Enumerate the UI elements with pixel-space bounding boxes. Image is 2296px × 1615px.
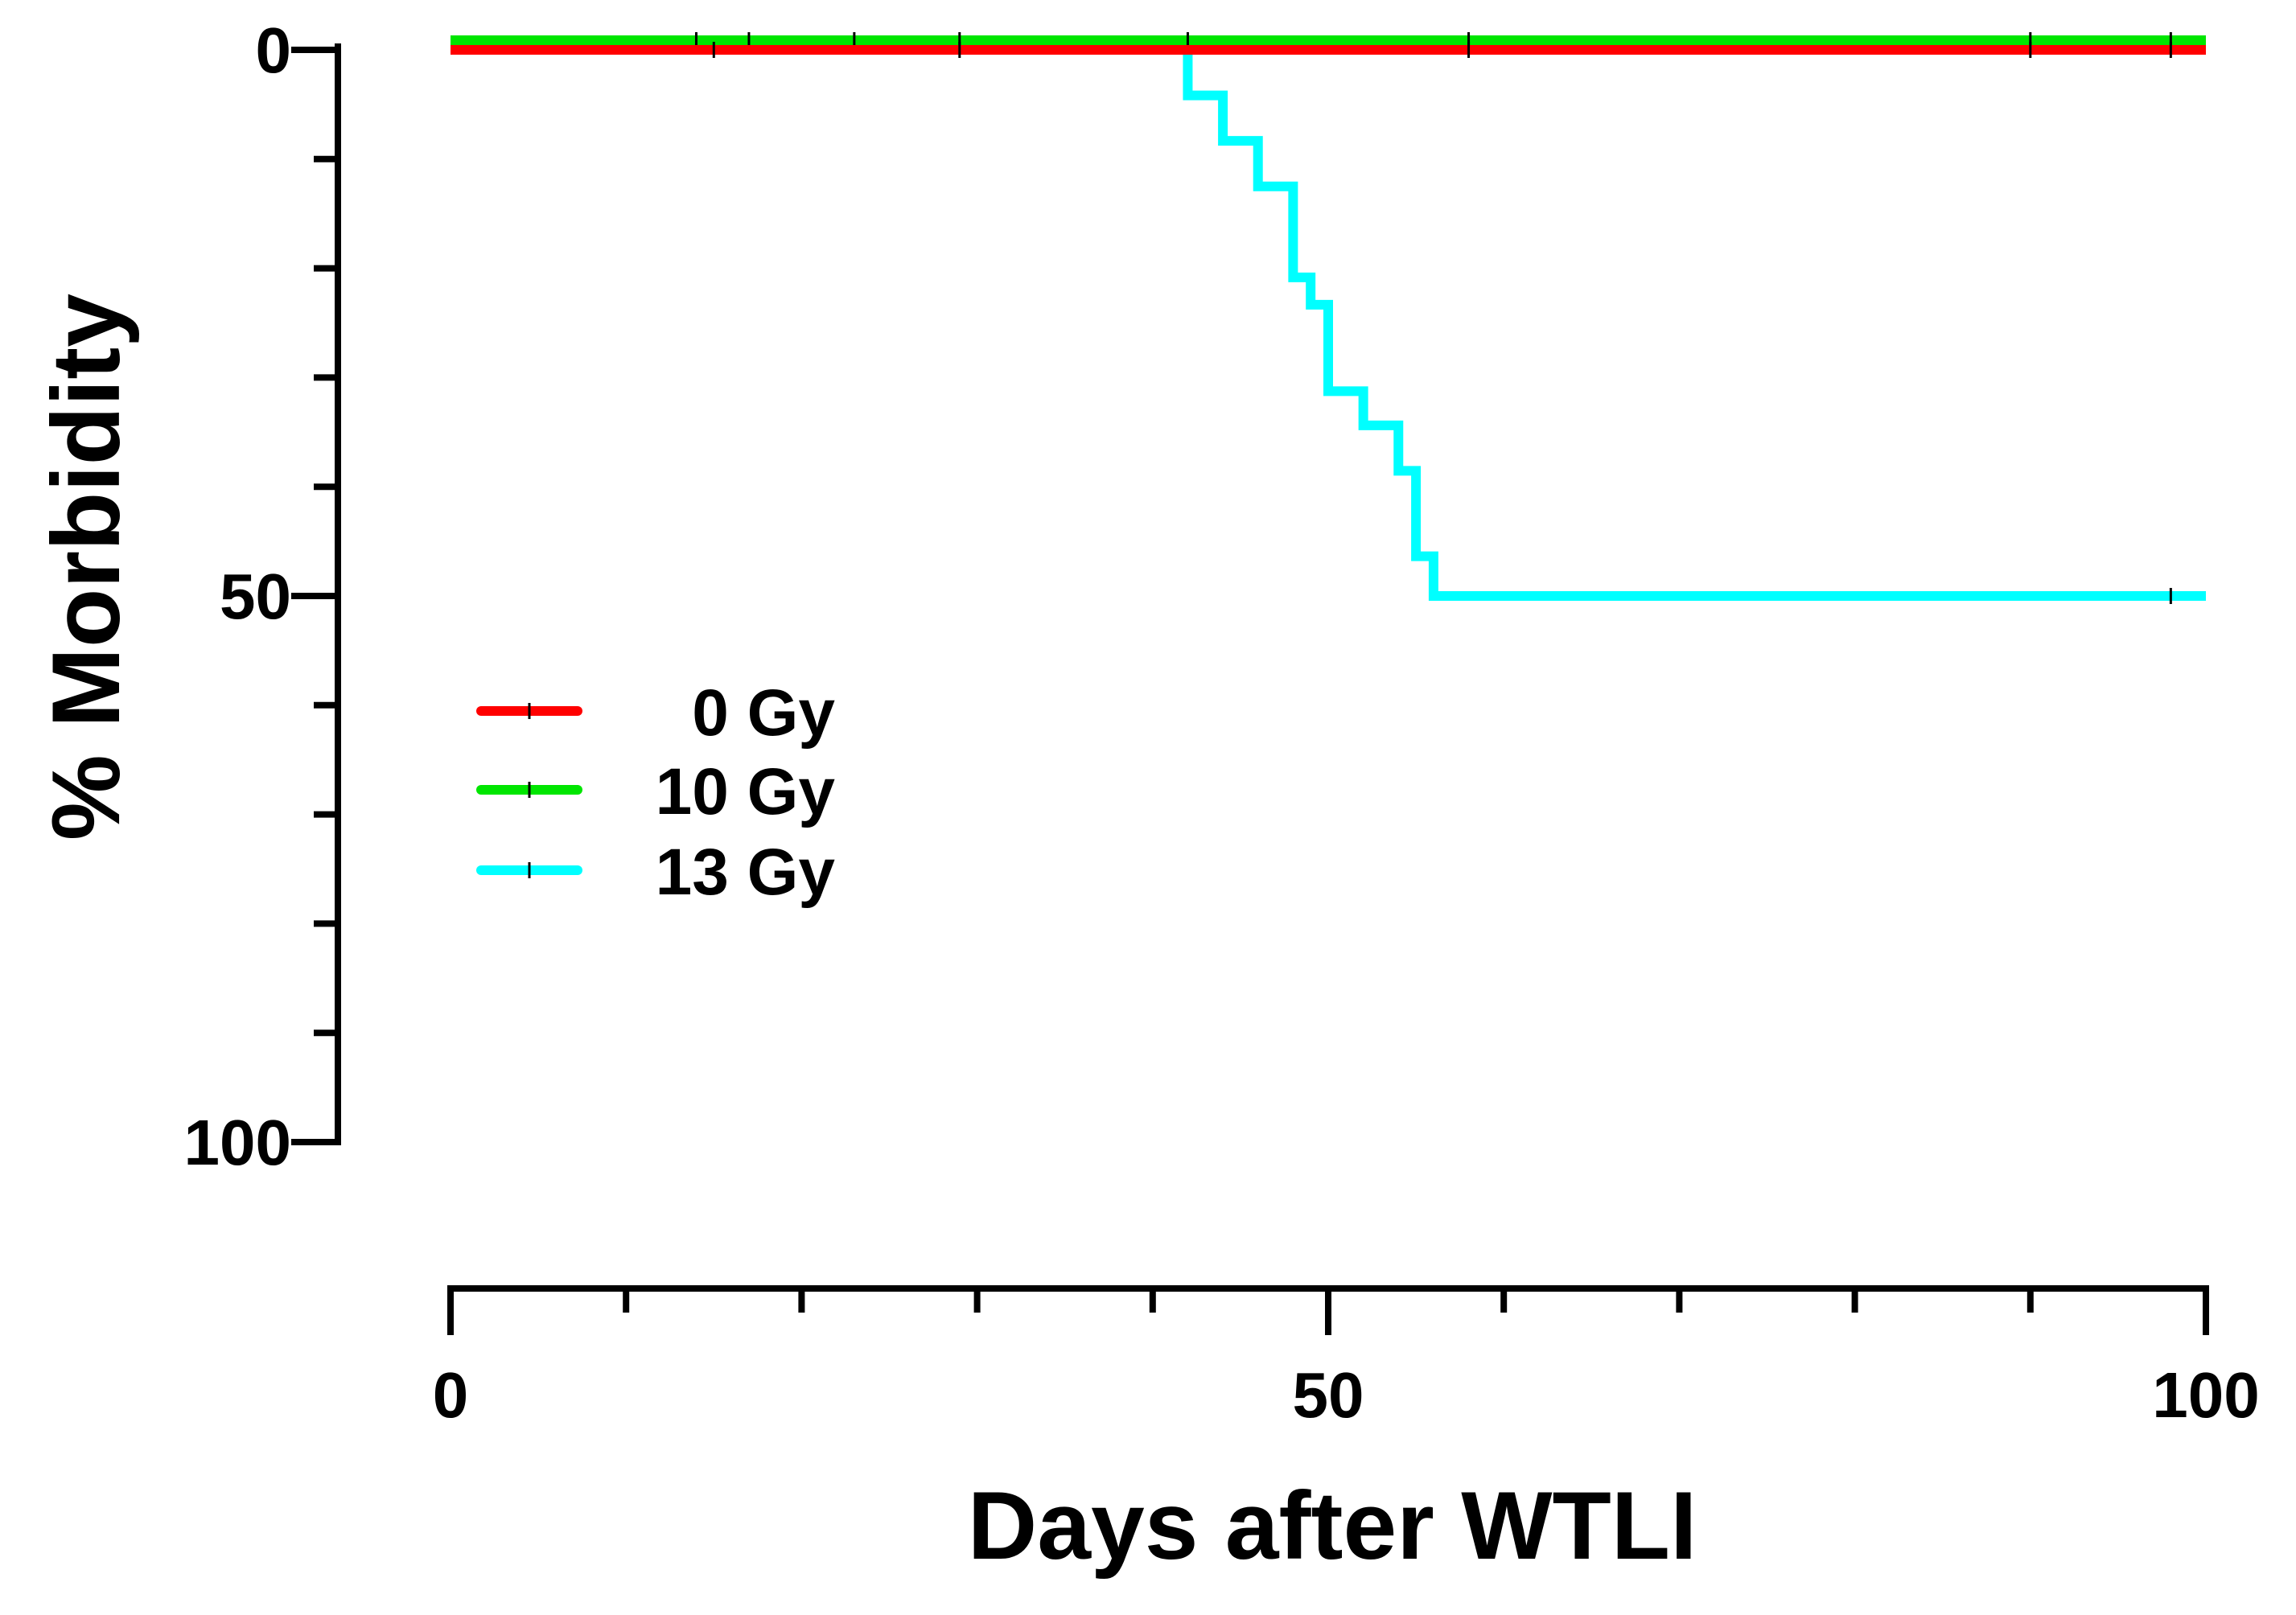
x-axis: 0 50 100: [433, 1285, 2260, 1431]
series-layer: [451, 32, 2206, 604]
y-axis: 0 50 100: [184, 14, 341, 1178]
legend-label: 13 Gy: [656, 836, 836, 909]
y-tick-label: 0: [256, 14, 292, 86]
legend-label: 0 Gy: [692, 676, 835, 750]
series-line-13-gy: [451, 45, 2206, 601]
x-tick-label: 0: [433, 1359, 469, 1431]
legend-label: 10 Gy: [656, 755, 836, 828]
y-tick-label: 100: [184, 1107, 291, 1178]
x-axis-title: Days after WTLI: [968, 1472, 1697, 1580]
y-tick-label: 50: [220, 561, 291, 632]
x-tick-label: 100: [2152, 1359, 2259, 1431]
y-axis-title: % Morbidity: [32, 294, 140, 840]
x-tick-label: 50: [1293, 1359, 1364, 1431]
